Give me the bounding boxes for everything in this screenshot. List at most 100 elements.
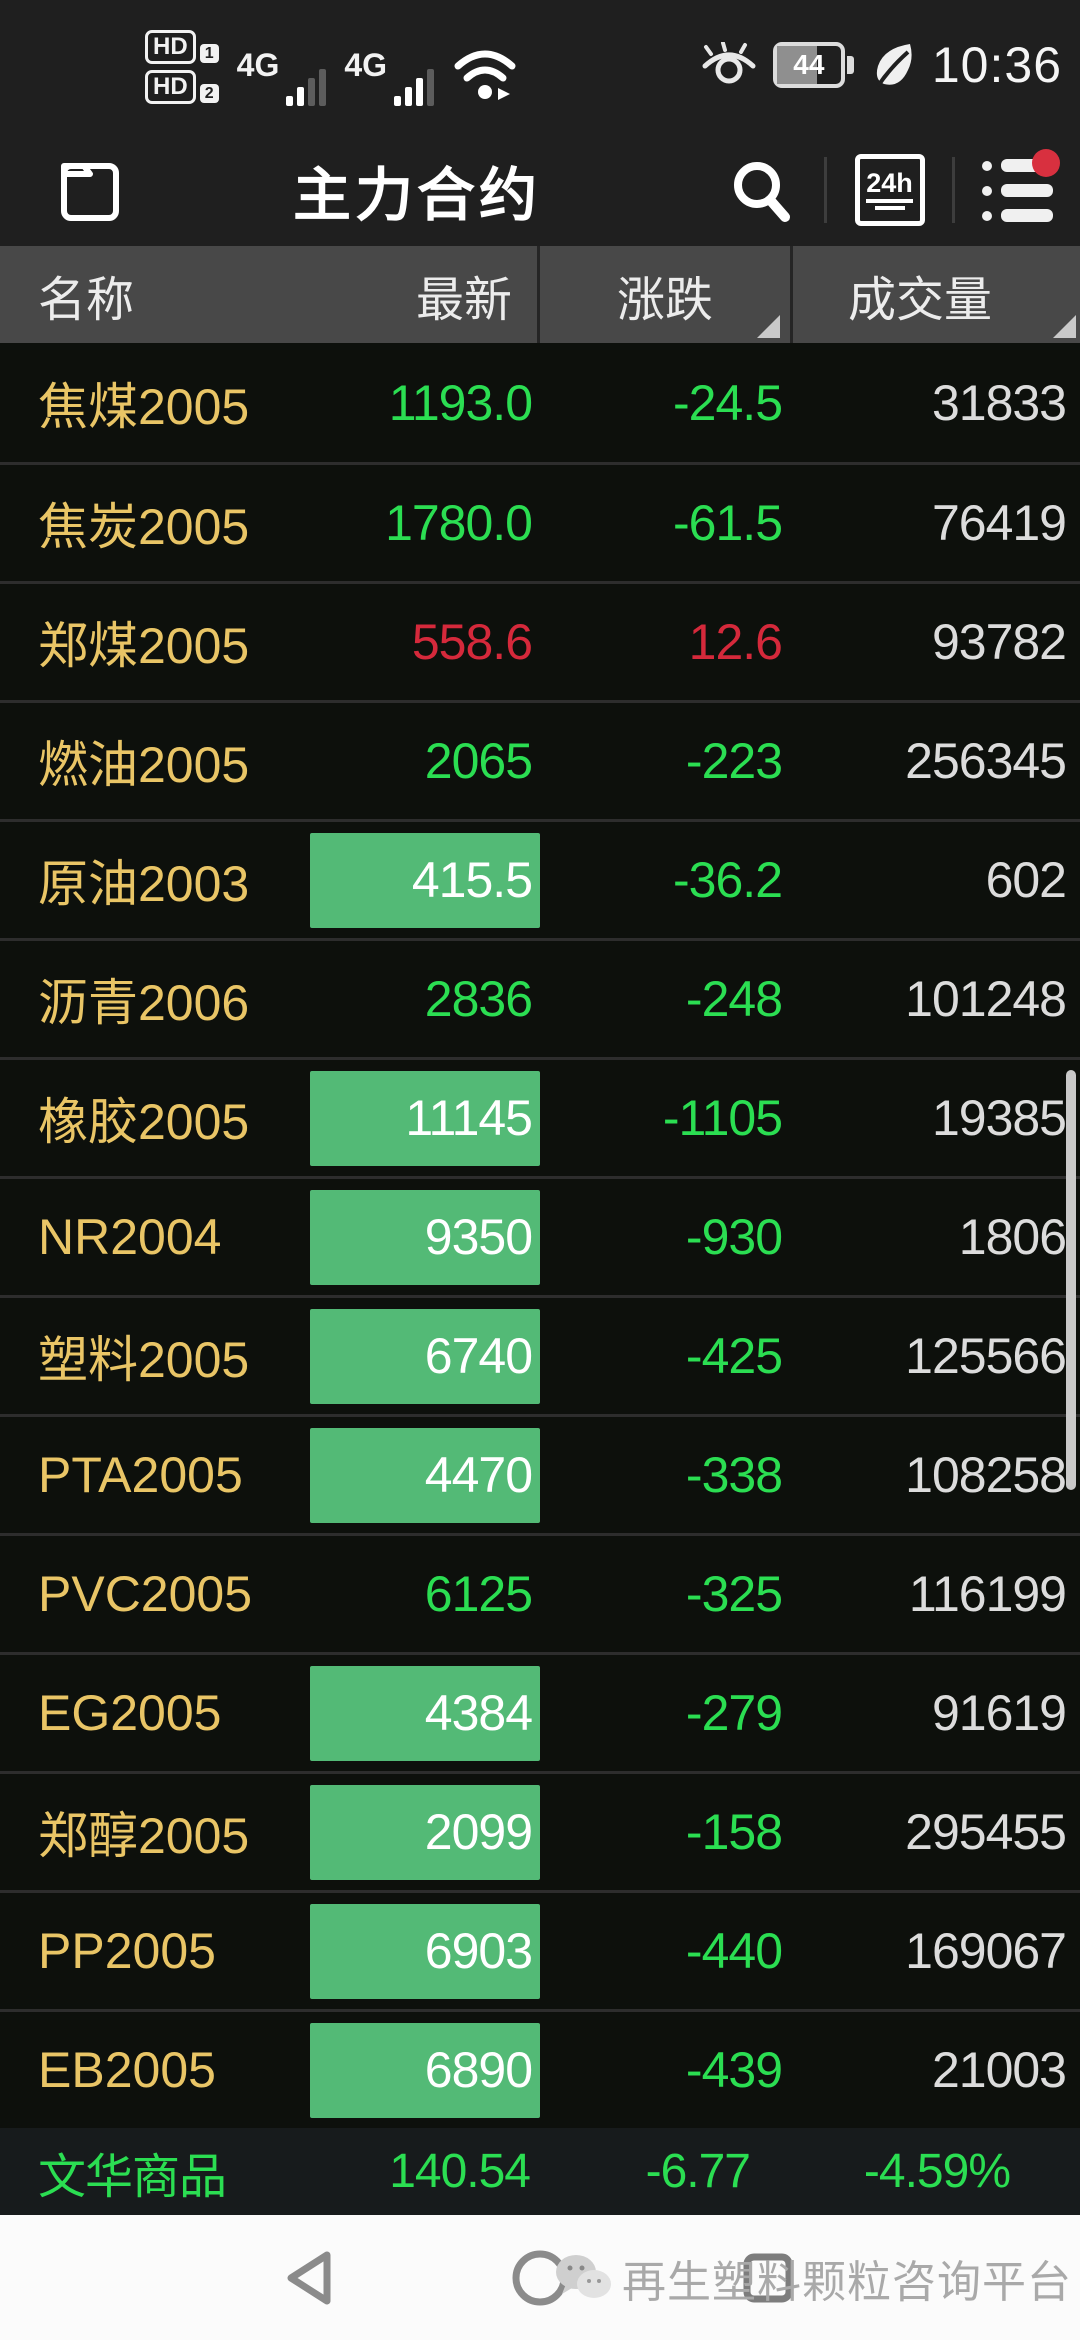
watermark: 再生塑料颗粒咨询平台 (554, 2246, 1072, 2310)
volume: 602 (985, 852, 1067, 908)
latest-price: 4470 (310, 1427, 540, 1523)
24h-news-button[interactable]: 24h (827, 134, 952, 246)
index-percent: -4.59% (863, 2145, 1011, 2198)
table-row[interactable]: 焦炭2005 1780.0 -61.5 76419 (0, 462, 1080, 581)
toolbar-divider (952, 157, 955, 223)
price-change: 12.6 (688, 614, 783, 670)
wifi-icon (452, 44, 524, 106)
price-change: -440 (685, 1923, 783, 1979)
quotes-table: 焦煤2005 1193.0 -24.5 31833 焦炭2005 1780.0 … (0, 343, 1080, 2128)
table-row[interactable]: 郑煤2005 558.6 12.6 93782 (0, 581, 1080, 700)
back-triangle-icon (287, 2251, 331, 2304)
hd2-icon: HD (145, 70, 196, 104)
scrollbar-thumb[interactable] (1066, 1070, 1076, 1490)
price-change: -24.5 (673, 374, 783, 431)
folder-icon[interactable] (52, 152, 128, 228)
signal-bars-icon (286, 69, 327, 106)
status-bar: HD 1 HD 2 4G 4G (0, 0, 1080, 134)
contract-name: EG2005 (38, 1685, 222, 1741)
latest-price: 6125 (424, 1566, 533, 1622)
quote-list-menu-button[interactable] (955, 134, 1080, 246)
notification-badge (1031, 149, 1060, 177)
price-change: -338 (685, 1447, 783, 1503)
volume: 31833 (931, 374, 1067, 431)
contract-name: NR2004 (38, 1209, 222, 1265)
price-change: -158 (685, 1804, 783, 1860)
latest-price: 2065 (424, 733, 533, 789)
header-name[interactable]: 名称 (38, 273, 135, 327)
latest-price: 2099 (310, 1784, 540, 1880)
watermark-text: 再生塑料颗粒咨询平台 (622, 2257, 1072, 2307)
network-type-label: 4G (236, 47, 280, 83)
latest-price: 2836 (424, 971, 533, 1027)
contract-name: 郑煤2005 (38, 618, 250, 674)
contract-name: 焦煤2005 (38, 378, 250, 435)
contract-name: PP2005 (38, 1923, 216, 1979)
network-type-label: 4G (344, 47, 388, 83)
latest-price: 11145 (310, 1070, 540, 1166)
table-row[interactable]: EG2005 4384 -279 91619 (0, 1652, 1080, 1771)
table-row[interactable]: 郑醇2005 2099 -158 295455 (0, 1771, 1080, 1890)
power-saving-leaf-icon (870, 40, 916, 90)
latest-price: 4384 (310, 1665, 540, 1761)
toolbar-divider (824, 157, 827, 223)
header-latest[interactable]: 最新 (415, 273, 512, 327)
contract-name: 橡胶2005 (38, 1094, 250, 1150)
contract-name: 焦炭2005 (38, 499, 250, 555)
index-change: -6.77 (645, 2145, 751, 2198)
search-icon (733, 162, 790, 222)
table-header: 名称 最新 涨跌 成交量 (0, 246, 1080, 343)
table-row[interactable]: PTA2005 4470 -338 108258 (0, 1414, 1080, 1533)
latest-price: 6890 (310, 2022, 540, 2118)
index-name: 文华商品 (38, 2150, 227, 2204)
index-value: 140.54 (389, 2145, 531, 2198)
signal-bars-icon (394, 69, 435, 106)
table-row[interactable]: 焦煤2005 1193.0 -24.5 31833 (0, 343, 1080, 462)
price-change: -930 (685, 1209, 783, 1265)
volume: 125566 (905, 1328, 1067, 1384)
signal-sim1: 4G (237, 47, 327, 106)
volume: 1806 (958, 1209, 1067, 1265)
contract-name: EB2005 (38, 2042, 216, 2098)
volume: 295455 (905, 1804, 1067, 1860)
column-divider (537, 246, 540, 343)
table-row[interactable]: 原油2003 415.5 -36.2 602 (0, 819, 1080, 938)
column-divider (790, 246, 793, 343)
table-row[interactable]: NR2004 9350 -930 1806 (0, 1176, 1080, 1295)
table-row[interactable]: EB2005 6890 -439 21003 (0, 2009, 1080, 2128)
search-button[interactable] (699, 134, 824, 246)
24h-icon: 24h (854, 154, 925, 226)
wechat-logo-icon (556, 2254, 611, 2298)
latest-price: 9350 (310, 1189, 540, 1285)
signal-sim2: 4G (344, 47, 435, 106)
latest-price: 6903 (310, 1903, 540, 1999)
table-row[interactable]: 橡胶2005 11145 -1105 19385 (0, 1057, 1080, 1176)
list-menu-icon (981, 149, 1060, 223)
hd-indicators: HD 1 HD 2 (145, 30, 219, 104)
clock: 10:36 (931, 37, 1062, 93)
battery-percent: 44 (793, 49, 825, 80)
contract-name: PVC2005 (38, 1566, 253, 1622)
table-row[interactable]: PVC2005 6125 -325 116199 (0, 1533, 1080, 1652)
volume: 116199 (908, 1566, 1067, 1622)
nav-back-button[interactable] (281, 2249, 335, 2307)
recents-square-icon (743, 2253, 793, 2302)
latest-price: 1780.0 (385, 495, 533, 551)
table-row[interactable]: 塑料2005 6740 -425 125566 (0, 1295, 1080, 1414)
page-title: 主力合约 (292, 163, 542, 228)
index-summary-row[interactable]: 文华商品 140.54 -6.77 -4.59% (0, 2128, 1080, 2215)
price-change: -36.2 (673, 852, 783, 908)
contract-name: PTA2005 (38, 1447, 243, 1503)
nav-recents-button[interactable] (742, 2252, 794, 2304)
latest-price: 558.6 (411, 614, 533, 670)
volume: 21003 (931, 2042, 1067, 2098)
table-row[interactable]: PP2005 6903 -440 169067 (0, 1890, 1080, 2009)
header-change[interactable]: 涨跌 (616, 273, 713, 327)
header-volume[interactable]: 成交量 (847, 273, 992, 327)
table-row[interactable]: 燃油2005 2065 -223 256345 (0, 700, 1080, 819)
price-change: -223 (685, 733, 783, 789)
latest-price: 415.5 (310, 832, 540, 928)
table-row[interactable]: 沥青2006 2836 -248 101248 (0, 938, 1080, 1057)
hd2-sim-number: 2 (199, 84, 219, 103)
volume: 93782 (931, 614, 1067, 670)
